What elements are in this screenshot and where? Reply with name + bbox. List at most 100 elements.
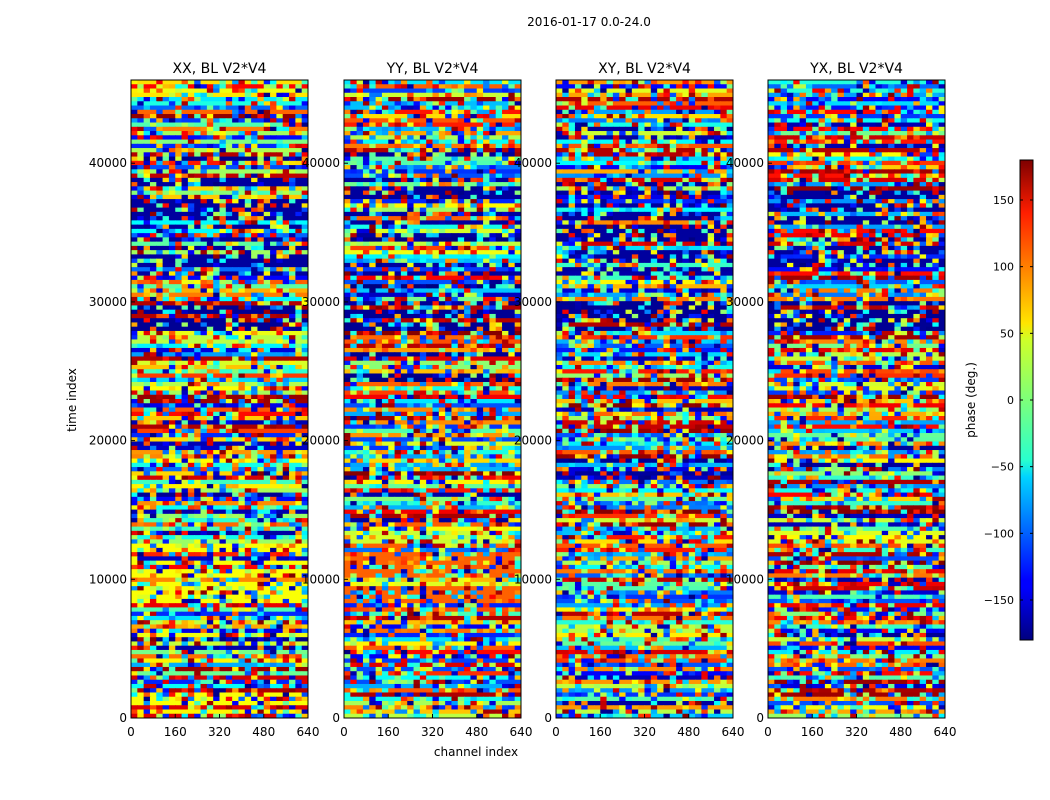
heatmap-cell	[200, 428, 208, 434]
heatmap-cell	[149, 577, 157, 583]
heatmap-cell	[276, 292, 284, 298]
heatmap-cell	[156, 101, 164, 107]
heatmap-cell	[156, 675, 164, 681]
heatmap-cell	[295, 454, 303, 460]
heatmap-cell	[257, 190, 265, 196]
heatmap-cell	[426, 143, 434, 149]
heatmap-cell	[219, 80, 227, 85]
heatmap-cell	[168, 437, 176, 443]
heatmap-cell	[489, 186, 497, 192]
heatmap-cell	[200, 254, 208, 260]
heatmap-cell	[282, 165, 290, 170]
heatmap-cell	[162, 394, 170, 400]
heatmap-cell	[131, 173, 138, 179]
heatmap-cell	[301, 203, 308, 209]
heatmap-cell	[175, 654, 183, 660]
heatmap-cell	[257, 501, 265, 506]
heatmap-cell	[282, 420, 290, 426]
heatmap-cell	[413, 177, 421, 183]
heatmap-cell	[131, 199, 138, 204]
heatmap-cell	[257, 126, 265, 132]
heatmap-cell	[457, 177, 465, 183]
heatmap-cell	[276, 250, 284, 255]
heatmap-cell	[225, 641, 233, 647]
heatmap-cell	[483, 182, 490, 187]
heatmap-cell	[282, 654, 290, 660]
heatmap-cell	[263, 199, 271, 204]
heatmap-cell	[413, 182, 421, 187]
heatmap-cell	[143, 118, 151, 124]
heatmap-cell	[175, 160, 183, 166]
heatmap-cell	[289, 454, 296, 460]
heatmap-cell	[187, 271, 195, 277]
heatmap-cell	[457, 143, 465, 149]
heatmap-cell	[276, 484, 284, 489]
heatmap-cell	[426, 126, 434, 132]
heatmap-cell	[344, 143, 351, 149]
heatmap-cell	[257, 356, 265, 362]
heatmap-cell	[270, 607, 277, 613]
heatmap-cell	[413, 143, 421, 149]
heatmap-cell	[175, 190, 183, 196]
heatmap-cell	[194, 620, 202, 626]
heatmap-cell	[194, 284, 202, 290]
heatmap-cell	[251, 590, 259, 596]
heatmap-cell	[219, 381, 227, 387]
heatmap-cell	[194, 471, 202, 477]
heatmap-cell	[276, 160, 284, 166]
heatmap-cell	[162, 250, 170, 255]
heatmap-cell	[362, 126, 370, 132]
heatmap-cell	[149, 471, 157, 477]
heatmap-cell	[187, 224, 195, 230]
heatmap-cell	[149, 539, 157, 545]
heatmap-cell	[156, 462, 164, 468]
heatmap-cell	[263, 177, 271, 183]
heatmap-cell	[168, 156, 176, 162]
heatmap-cell	[162, 267, 170, 272]
heatmap-cell	[369, 92, 377, 98]
heatmap-cell	[362, 80, 370, 85]
heatmap-cell	[156, 577, 164, 583]
heatmap-cell	[187, 143, 195, 149]
heatmap-cell	[149, 318, 157, 324]
heatmap-cell	[251, 313, 259, 319]
heatmap-cell	[270, 547, 277, 553]
heatmap-cell	[137, 250, 145, 255]
heatmap-cell	[356, 101, 364, 107]
heatmap-cell	[131, 467, 138, 472]
heatmap-cell	[162, 152, 170, 158]
heatmap-cell	[270, 245, 277, 251]
heatmap-cell	[200, 211, 208, 217]
heatmap-cell	[162, 496, 170, 502]
heatmap-cell	[181, 80, 189, 85]
heatmap-cell	[131, 696, 138, 702]
heatmap-cell	[200, 654, 208, 660]
heatmap-cell	[137, 513, 145, 519]
heatmap-cell	[270, 692, 277, 698]
heatmap-cell	[168, 556, 176, 562]
heatmap-cell	[213, 347, 221, 353]
heatmap-cell	[187, 411, 195, 417]
heatmap-cell	[276, 288, 284, 294]
heatmap-cell	[244, 156, 252, 162]
heatmap-cell	[295, 399, 303, 404]
heatmap-cell	[187, 182, 195, 187]
heatmap-cell	[470, 101, 478, 107]
heatmap-cell	[168, 279, 176, 285]
heatmap-cell	[187, 250, 195, 255]
heatmap-cell	[476, 131, 484, 136]
heatmap-cell	[495, 160, 503, 166]
heatmap-cell	[156, 186, 164, 192]
heatmap-cell	[419, 118, 427, 124]
heatmap-cell	[257, 458, 265, 464]
heatmap-cell	[187, 645, 195, 651]
heatmap-cell	[219, 713, 227, 718]
heatmap-cell	[270, 598, 277, 604]
heatmap-cell	[131, 615, 138, 621]
heatmap-cell	[394, 186, 402, 192]
heatmap-cell	[276, 530, 284, 536]
heatmap-cell	[238, 484, 246, 489]
heatmap-cell	[270, 169, 277, 175]
heatmap-cell	[137, 564, 145, 570]
heatmap-cell	[276, 275, 284, 281]
